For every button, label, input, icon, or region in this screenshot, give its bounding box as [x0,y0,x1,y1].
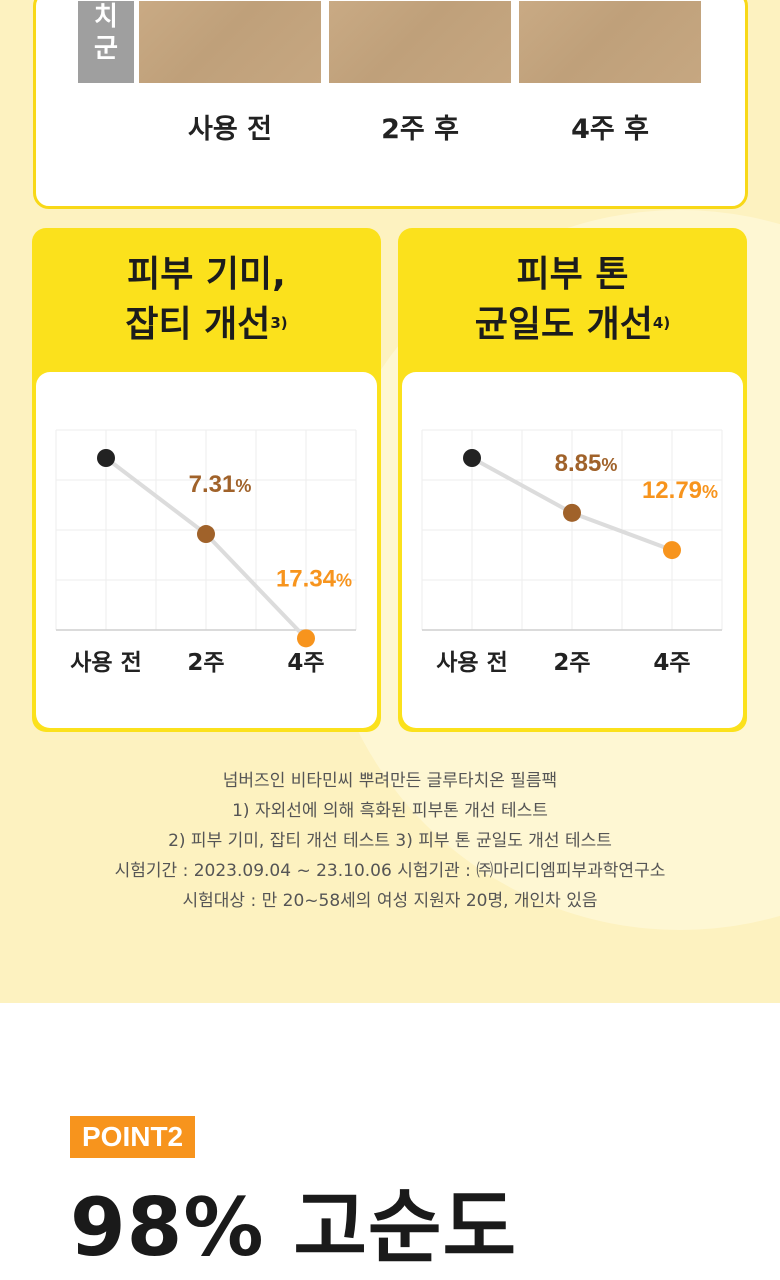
data-point [663,541,681,560]
chart-grid [421,429,723,631]
data-point [197,525,215,544]
test-notes: 넘버즈인 비타민씨 뿌려만든 글루타치온 필름팩 1) 자외선에 의해 흑화된 … [0,766,780,916]
data-label-unit: % [336,570,352,590]
stage-label-2weeks: 2주 후 [381,114,459,145]
x-tick-label: 사용 전 [436,650,508,676]
results-section: 치 군 사용 전 2주 후 4주 후 피부 기미, 잡티 개선3) 7.31% 1… [0,0,780,1003]
data-label: 17.34% [276,565,352,592]
tone-evenness-card: 피부 톤 균일도 개선4) 8.85% 12.79% 사용 전 2주 4주 [398,228,747,732]
data-point [463,449,481,467]
data-label-unit: % [601,455,617,475]
note-line: 1) 자외선에 의해 흑화된 피부톤 개선 테스트 [232,801,548,821]
line-chart-svg: 8.85% 12.79% 사용 전 2주 4주 [421,429,723,676]
comparison-card: 치 군 사용 전 2주 후 4주 후 [33,0,748,209]
x-tick-label: 4주 [653,650,690,676]
point-title: 98% 고순도 [70,1181,518,1274]
data-label-unit: % [235,476,251,496]
card-title-line1: 피부 기미, [127,254,286,295]
card-title-line1: 피부 톤 [516,254,629,295]
skin-photo-4weeks [519,1,701,83]
card-title-line2: 잡티 개선 [125,304,271,345]
line-chart: 7.31% 17.34% 사용 전 2주 4주 [36,372,377,728]
note-line: 넘버즈인 비타민씨 뿌려만든 글루타치온 필름팩 [222,771,558,791]
card-title: 피부 기미, 잡티 개선3) [32,250,381,350]
x-tick-label: 사용 전 [70,650,142,676]
data-point [297,629,315,648]
card-title: 피부 톤 균일도 개선4) [398,250,747,350]
spots-improvement-card: 피부 기미, 잡티 개선3) 7.31% 17.34% 사용 전 2주 4주 [32,228,381,732]
data-label-unit: % [702,482,718,502]
note-line: 2) 피부 기미, 잡티 개선 테스트 3) 피부 톤 균일도 개선 테스트 [168,831,612,851]
data-point [563,503,581,522]
card-title-line2: 균일도 개선 [474,304,653,345]
stage-label-4weeks: 4주 후 [571,114,649,145]
x-tick-label: 2주 [187,650,224,676]
note-line: 시험대상 : 만 20~58세의 여성 지원자 20명, 개인차 있음 [182,891,598,911]
note-line: 시험기간 : 2023.09.04 ~ 23.10.06 시험기관 : ㈜마리디… [114,861,666,881]
stage-label-before: 사용 전 [188,114,272,145]
footnote-marker: 3) [270,314,288,332]
group-label-char: 치 [94,2,118,32]
data-label: 8.85% [555,450,618,477]
line-chart-svg: 7.31% 17.34% 사용 전 2주 4주 [55,429,357,676]
x-tick-label: 4주 [287,650,324,676]
skin-photo-2weeks [329,1,511,83]
line-chart: 8.85% 12.79% 사용 전 2주 4주 [402,372,743,728]
data-label: 12.79% [642,477,718,504]
data-point [97,449,115,467]
data-label: 7.31% [189,471,252,498]
point-badge: POINT2 [70,1116,196,1158]
group-label: 치 군 [78,1,134,83]
group-label-char: 군 [94,34,118,64]
skin-photo-before [139,1,321,83]
x-tick-label: 2주 [553,650,590,676]
footnote-marker: 4) [652,314,671,332]
